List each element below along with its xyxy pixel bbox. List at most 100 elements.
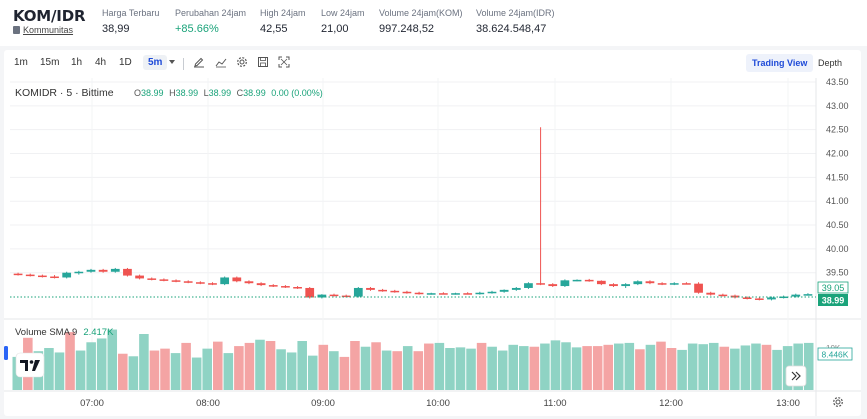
stat-value: 21,00 <box>321 23 349 35</box>
volume-bar <box>445 348 455 390</box>
candle-body <box>609 284 618 287</box>
legend-close: 38.99 <box>243 88 266 98</box>
candle-body <box>195 282 205 284</box>
time-tick-label: 13:00 <box>776 398 800 409</box>
price-axis[interactable]: 43.50 43.00 42.50 42.00 41.50 41.00 40.50 40.00… <box>826 78 849 278</box>
volume-bar <box>730 348 740 390</box>
legend-high: 38.99 <box>176 88 199 98</box>
volume-bar <box>149 350 160 390</box>
volume-bar <box>708 342 719 390</box>
legend-o-label: O <box>134 88 141 98</box>
trading-view-tab[interactable]: Trading View <box>746 54 814 72</box>
volume-bar <box>424 343 434 390</box>
stat-label: High 24jam <box>260 8 306 18</box>
candle-body <box>536 283 545 285</box>
pencil-icon[interactable] <box>192 56 206 70</box>
volume-bar <box>86 342 96 390</box>
volume-bar <box>202 348 212 390</box>
candle-body <box>487 291 497 294</box>
volume-bar <box>540 343 550 390</box>
time-tick-label: 07:00 <box>80 398 104 409</box>
volume-bar <box>698 344 708 390</box>
candle-body <box>475 292 485 295</box>
pair-title: KOM/IDR <box>13 7 86 25</box>
candle-body <box>378 289 387 292</box>
candle-body <box>414 292 424 295</box>
candle-body <box>147 278 157 280</box>
candle-body <box>38 275 47 278</box>
timeframe-4h[interactable]: 4h <box>95 57 107 68</box>
candle-body <box>451 293 460 295</box>
price-tick-label: 42.00 <box>826 149 849 159</box>
save-icon[interactable] <box>256 56 270 70</box>
candle-body <box>86 269 96 272</box>
time-axis[interactable]: 07:00 08:00 09:00 10:00 11:00 12:00 13:00 <box>80 398 800 409</box>
candlestick-chart[interactable]: 43.50 43.00 42.50 42.00 41.50 41.00 40.50 40.00… <box>4 78 861 416</box>
candle-body <box>694 283 703 293</box>
legend-ohlc: O38.99 H38.99 L38.99 C38.99 0.00 (0.00%) <box>134 88 323 98</box>
timeframe-5m[interactable]: 5m <box>143 55 168 70</box>
side-panel-handle[interactable] <box>4 346 8 360</box>
candle-body <box>123 268 132 276</box>
candle-body <box>305 287 315 298</box>
time-tick-label: 11:00 <box>543 398 566 409</box>
timeframe-1d[interactable]: 1D <box>119 57 132 68</box>
candle-body <box>669 283 679 285</box>
volume-bar <box>381 350 392 390</box>
fullscreen-icon[interactable] <box>277 56 291 70</box>
candle-body <box>62 272 72 278</box>
volume-bar <box>297 341 307 390</box>
candle-body <box>13 273 23 276</box>
volume-bar <box>603 344 613 390</box>
chart-settings-icon[interactable] <box>833 397 843 407</box>
timeframe-1m[interactable]: 1m <box>14 57 28 68</box>
candle-body <box>754 298 764 300</box>
candle-body <box>110 268 120 272</box>
volume-bar <box>75 350 86 390</box>
time-tick-label: 09:00 <box>311 398 335 409</box>
chevron-down-icon[interactable] <box>169 60 175 64</box>
candle-body <box>596 280 606 285</box>
volume-bar <box>413 351 424 390</box>
candle-body <box>463 293 473 295</box>
stat-value: +85.66% <box>175 23 219 35</box>
candle-body <box>256 283 266 286</box>
volume-tag <box>817 347 853 361</box>
volume-bar <box>803 342 814 390</box>
price-tick-label: 43.00 <box>826 101 849 111</box>
volume-legend-label: Volume SMA 9 <box>15 327 77 338</box>
candle-body <box>511 287 521 290</box>
price-tick-label: 39.50 <box>826 268 849 278</box>
tradingview-logo-icon[interactable] <box>15 352 45 378</box>
volume-bar <box>255 339 265 390</box>
candle-body <box>159 279 169 281</box>
stat-volume-kom: Volume 24jam(KOM) 997.248,52 <box>379 8 463 35</box>
candle-body <box>353 287 363 297</box>
last-price-label: 38.99 <box>822 296 845 306</box>
volume-bar <box>107 329 118 390</box>
volume-bar <box>466 348 476 390</box>
scroll-to-latest-button[interactable] <box>785 365 807 387</box>
gear-icon[interactable] <box>235 56 249 70</box>
volume-bar <box>719 346 730 390</box>
volume-bar <box>635 349 645 390</box>
stat-value: 38.624.548,47 <box>476 23 547 35</box>
volume-bar <box>128 356 139 390</box>
candle-body <box>25 274 35 277</box>
volume-bar <box>614 343 624 390</box>
community-link[interactable]: Kommunitas <box>13 25 73 35</box>
volume-bar <box>772 349 782 390</box>
volume-bar <box>96 338 107 390</box>
timeframe-15m[interactable]: 15m <box>40 57 60 68</box>
price-tick-label: 42.50 <box>826 125 849 135</box>
volume-bar <box>666 348 677 390</box>
line-chart-icon[interactable] <box>214 56 228 70</box>
candle-body <box>426 293 436 295</box>
stat-label: Volume 24jam(KOM) <box>379 8 463 18</box>
legend-c-label: C <box>237 88 244 98</box>
depth-tab[interactable]: Depth <box>818 58 843 68</box>
stat-high-24h: High 24jam 42,55 <box>260 8 306 35</box>
volume-bar <box>487 346 497 390</box>
timeframe-1h[interactable]: 1h <box>71 57 83 68</box>
price-tick-label: 40.00 <box>826 244 849 254</box>
